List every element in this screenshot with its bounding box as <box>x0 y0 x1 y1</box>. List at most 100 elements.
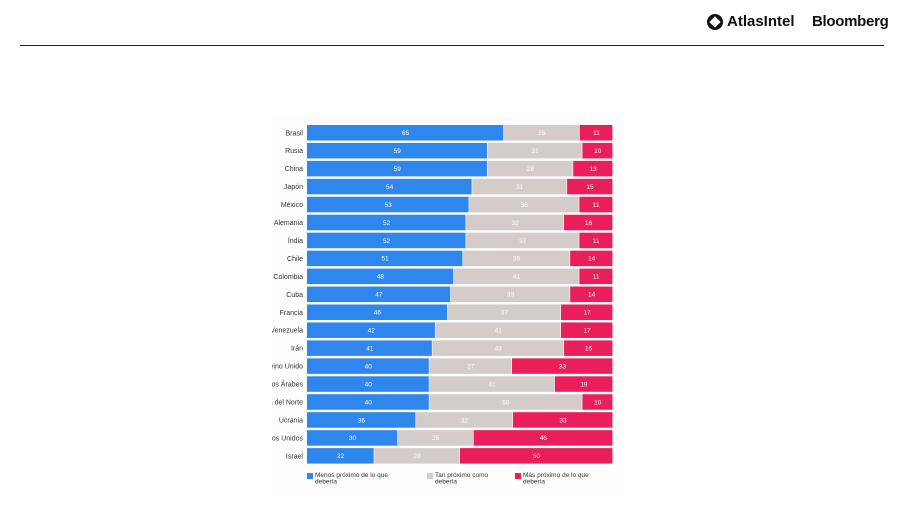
bar-segment <box>469 196 579 213</box>
bar-segment <box>307 304 448 320</box>
data-label: 31 <box>531 148 539 155</box>
header-line <box>20 45 884 46</box>
data-label: 41 <box>495 328 503 335</box>
data-label: 11 <box>593 238 600 245</box>
bar-segment <box>466 214 564 231</box>
data-label: 14 <box>588 292 596 299</box>
data-label: 10 <box>594 399 602 406</box>
data-label: 33 <box>559 363 567 370</box>
bar-segment <box>429 376 555 392</box>
category-label: Venezuela <box>272 328 303 335</box>
bar-segment <box>307 412 416 428</box>
bar-segment <box>307 250 463 267</box>
bar-segment <box>307 340 432 356</box>
category-label: Ucrania <box>279 417 303 424</box>
data-label: 46 <box>374 310 382 317</box>
bar-segment <box>570 250 613 267</box>
category-label: Reino Unido <box>272 364 303 371</box>
chart-panel: Brasil 65 25 11 Rusia 59 31 10 China 59 28 13 Japón 5… <box>272 118 622 496</box>
data-label: 33 <box>559 417 567 424</box>
data-label: 17 <box>583 328 591 335</box>
stacked-bar-chart: Brasil 65 25 11 Rusia 59 31 10 China 59 28 13 Japón 5… <box>272 125 613 486</box>
bar-segment <box>397 430 474 446</box>
bar-segment <box>570 286 613 303</box>
data-label: 51 <box>381 256 389 263</box>
bloomberg-logo: Bloomberg <box>812 13 889 30</box>
data-label: 25 <box>538 130 546 137</box>
bar-segment <box>573 160 613 177</box>
data-label: 19 <box>580 381 588 388</box>
bar-segment <box>432 340 564 356</box>
bar-segment <box>503 125 580 141</box>
category-label: México <box>281 202 303 209</box>
data-label: 54 <box>386 184 394 191</box>
data-label: 31 <box>516 184 524 191</box>
category-label: Francia <box>280 310 303 317</box>
category-label: Corea del Norte <box>272 400 303 407</box>
bar-segment <box>307 430 398 446</box>
data-label: 40 <box>365 363 373 370</box>
bar-segment <box>416 412 513 428</box>
bar-segment <box>512 358 613 374</box>
category-label: Irán <box>291 346 303 353</box>
bar-segment <box>560 304 613 320</box>
data-label: 50 <box>502 399 510 406</box>
data-label: 16 <box>585 345 593 352</box>
bar-segment <box>463 250 570 267</box>
data-label: 40 <box>365 399 373 406</box>
bar-segment <box>473 430 613 446</box>
bar-segment <box>307 268 454 285</box>
bar-segment <box>582 142 613 159</box>
bar-segment <box>564 214 613 231</box>
data-label: 42 <box>368 328 376 335</box>
bar-segment <box>447 304 561 320</box>
data-label: 48 <box>377 274 385 281</box>
bar-segment <box>307 214 466 231</box>
data-label: 53 <box>384 202 392 209</box>
bar-segment <box>554 376 613 392</box>
bar-segment <box>567 178 613 195</box>
bar-segment <box>307 196 469 213</box>
bar-segment <box>307 448 374 464</box>
data-label: 52 <box>383 238 391 245</box>
data-label: 43 <box>495 345 503 352</box>
category-label: Israel <box>286 453 304 460</box>
data-label: 35 <box>513 256 521 263</box>
bar-segment <box>472 178 567 195</box>
legend-label: debería <box>523 479 545 486</box>
data-label: 28 <box>527 166 535 173</box>
atlasintel-logo-icon <box>707 13 723 30</box>
data-label: 36 <box>358 417 366 424</box>
data-label: 41 <box>513 274 521 281</box>
category-label: Brasil <box>285 130 303 137</box>
bar-segment <box>307 322 435 338</box>
category-label: Japón <box>284 184 303 191</box>
data-label: 41 <box>366 345 374 352</box>
data-label: 41 <box>489 381 497 388</box>
data-label: 22 <box>337 453 345 460</box>
bar-segment <box>374 448 460 464</box>
bar-segment <box>460 448 613 464</box>
bar-segment <box>307 142 487 159</box>
data-label: 47 <box>375 292 383 299</box>
data-label: 36 <box>521 202 529 209</box>
bar-segment <box>579 232 613 249</box>
bar-segment <box>307 232 466 249</box>
category-label: Rusia <box>285 148 303 155</box>
bar-segment <box>579 196 613 213</box>
category-label: Estados Unidos <box>272 435 303 442</box>
data-label: 37 <box>501 310 509 317</box>
data-label: 11 <box>593 274 600 281</box>
bar-segment <box>307 178 472 195</box>
bar-segment <box>564 340 613 356</box>
bar-segment <box>579 125 613 141</box>
legend-swatch <box>307 473 313 480</box>
legend-label: debería <box>435 479 457 486</box>
bar-segment <box>466 232 579 249</box>
data-label: 39 <box>507 292 515 299</box>
atlasintel-logo-text: AtlasIntel <box>727 13 795 30</box>
legend-label: debería <box>315 479 337 486</box>
bar-segment <box>307 160 487 177</box>
data-label: 30 <box>349 435 357 442</box>
data-label: 50 <box>533 453 541 460</box>
